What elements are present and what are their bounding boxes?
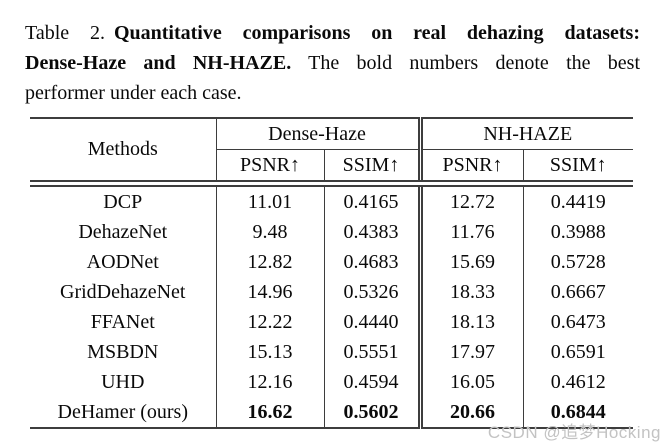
dense-ssim-value: 0.4165 bbox=[323, 183, 420, 217]
nh-ssim-header: SSIM↑ bbox=[522, 149, 633, 187]
nh-ssim-value: 0.3988 bbox=[522, 217, 633, 247]
table-row-griddehazenet: GridDehazeNet 14.96 0.5326 18.33 0.6667 bbox=[30, 277, 633, 307]
dense-psnr-header: PSNR↑ bbox=[216, 149, 324, 187]
group-header-row: Methods Dense-Haze NH-HAZE bbox=[30, 118, 633, 187]
method-name: GridDehazeNet bbox=[30, 277, 217, 307]
nh-psnr-value: 17.97 bbox=[417, 337, 523, 367]
dense-psnr-value: 12.16 bbox=[247, 370, 293, 393]
metric-header-row: PSNR↑ SSIM↑ PSNR↑ SSIM↑ bbox=[30, 149, 633, 187]
results-table: Methods Dense-Haze NH-HAZE PSNR↑ SSIM↑ P… bbox=[30, 117, 633, 429]
method-name: UHD bbox=[30, 367, 217, 397]
nh-psnr-value: 11.76 bbox=[417, 217, 523, 247]
nh-ssim-value: 0.5728 bbox=[522, 247, 633, 277]
dense-ssim-value: 0.4440 bbox=[323, 307, 420, 337]
nh-haze-group-header: NH-HAZE bbox=[417, 118, 633, 150]
method-name: MSBDN bbox=[30, 337, 217, 367]
dense-psnr-value: 12.22 bbox=[247, 310, 293, 333]
table-row-msbdn: MSBDN 15.13 0.5551 17.97 0.6591 bbox=[30, 337, 633, 367]
caption-regular-part-2: The bold numbers denote the best bbox=[308, 52, 640, 74]
nh-psnr-value: 15.69 bbox=[417, 247, 523, 277]
dense-ssim-value: 0.4383 bbox=[323, 217, 420, 247]
nh-psnr-value: 20.66 bbox=[417, 397, 523, 428]
nh-psnr-value: 18.33 bbox=[417, 277, 523, 307]
nh-ssim-value: 0.6473 bbox=[522, 307, 633, 337]
method-name: DeHamer (ours) bbox=[30, 397, 217, 428]
nh-psnr-value: 18.13 bbox=[417, 307, 523, 337]
nh-psnr-header: PSNR↑ bbox=[417, 149, 523, 187]
dense-psnr-value: 16.62 bbox=[247, 400, 293, 423]
nh-ssim-value: 0.6667 bbox=[522, 277, 633, 307]
method-name: AODNet bbox=[30, 247, 217, 277]
dense-ssim-value: 0.5551 bbox=[323, 337, 420, 367]
methods-column-header: Methods bbox=[30, 118, 217, 187]
method-name: FFANet bbox=[30, 307, 217, 337]
dense-psnr-value: 15.13 bbox=[247, 340, 293, 363]
dense-ssim-header: SSIM↑ bbox=[323, 149, 420, 187]
table-row-uhd: UHD 12.16 0.4594 16.05 0.4612 bbox=[30, 367, 633, 397]
dense-psnr-value: 12.82 bbox=[247, 250, 293, 273]
table-row-dehazenet: DehazeNet 9.48 0.4383 11.76 0.3988 bbox=[30, 217, 633, 247]
caption-bold-part-1: Quantitative comparisons on real dehazin… bbox=[113, 22, 640, 44]
nh-psnr-value: 16.05 bbox=[417, 367, 523, 397]
caption-line-1: Table 2. Quantitative comparisons on real… bbox=[25, 18, 640, 48]
table-row-dcp: DCP 11.01 0.4165 12.72 0.4419 bbox=[30, 183, 633, 217]
table-row-dehamer-ours: DeHamer (ours) 16.62 0.5602 20.66 0.6844 bbox=[30, 397, 633, 428]
dense-psnr-value: 14.96 bbox=[247, 280, 293, 303]
nh-ssim-value: 0.4419 bbox=[522, 183, 633, 217]
method-name: DCP bbox=[30, 183, 217, 217]
csdn-watermark: CSDN @追梦Hocking bbox=[487, 423, 661, 442]
caption-bold-part-2: Dense-Haze and NH-HAZE. bbox=[25, 52, 292, 74]
method-name: DehazeNet bbox=[30, 217, 217, 247]
nh-ssim-value: 0.6591 bbox=[522, 337, 633, 367]
caption-line-2: Dense-Haze and NH-HAZE. The bold numbers… bbox=[25, 48, 640, 78]
dense-ssim-value: 0.4683 bbox=[323, 247, 420, 277]
dense-psnr-value: 11.01 bbox=[247, 190, 293, 213]
caption-regular-part-3: performer under each case. bbox=[25, 82, 242, 104]
dense-haze-group-header: Dense-Haze bbox=[216, 118, 420, 150]
caption-line-3: performer under each case. bbox=[25, 78, 640, 108]
table-row-aodnet: AODNet 12.82 0.4683 15.69 0.5728 bbox=[30, 247, 633, 277]
dense-psnr-value: 9.48 bbox=[252, 220, 288, 243]
nh-ssim-value: 0.6844 bbox=[522, 397, 633, 428]
caption-table-number: Table 2. bbox=[25, 22, 105, 44]
nh-ssim-value: 0.4612 bbox=[522, 367, 633, 397]
dense-ssim-value: 0.4594 bbox=[323, 367, 420, 397]
dense-ssim-value: 0.5326 bbox=[323, 277, 420, 307]
table-row-ffanet: FFANet 12.22 0.4440 18.13 0.6473 bbox=[30, 307, 633, 337]
nh-psnr-value: 12.72 bbox=[417, 183, 523, 217]
dense-ssim-value: 0.5602 bbox=[323, 397, 420, 428]
table-caption: Table 2. Quantitative comparisons on real… bbox=[25, 18, 640, 108]
